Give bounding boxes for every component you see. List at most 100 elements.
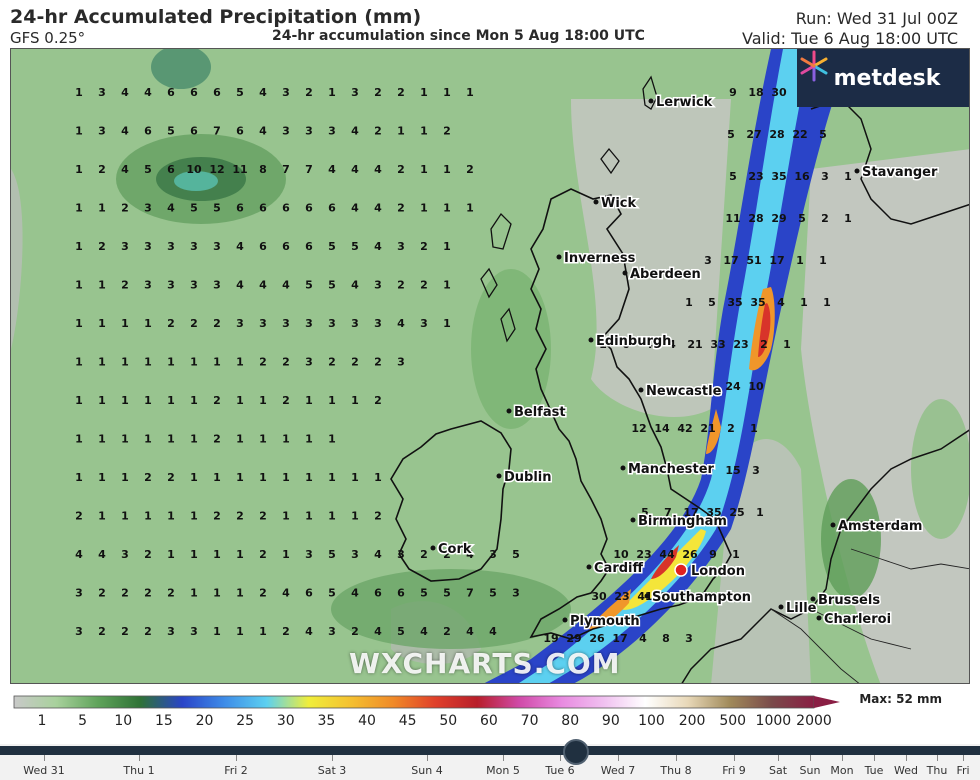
grid-value: 3 <box>167 240 175 253</box>
grid-value: 1 <box>328 471 336 484</box>
metdesk-logo[interactable]: metdesk <box>797 49 969 107</box>
grid-value: 4 <box>236 279 244 292</box>
legend-tick-label: 80 <box>561 713 580 729</box>
legend-tick-label: 40 <box>358 713 376 729</box>
time-slider-day-label[interactable]: Sat <box>768 764 788 777</box>
chart-title: 24-hr Accumulated Precipitation (mm) <box>10 6 422 28</box>
grid-value: 4 <box>305 625 313 638</box>
grid-value: 3 <box>213 279 221 292</box>
grid-value: 2 <box>98 587 106 600</box>
wet-patch-southwest <box>331 569 571 649</box>
time-slider-day-label[interactable]: Thu 8 <box>660 764 692 777</box>
grid-value: 2 <box>259 587 267 600</box>
grid-value: 3 <box>190 240 198 253</box>
city-marker-edinburgh <box>588 337 594 343</box>
time-slider-track[interactable] <box>0 739 980 765</box>
map-canvas <box>11 49 969 683</box>
grid-value: 3 <box>374 279 382 292</box>
grid-value: 2 <box>420 240 428 253</box>
grid-value: 4 <box>420 625 428 638</box>
band-value: 17 <box>769 254 784 267</box>
time-slider-day-label[interactable]: Wed 31 <box>23 764 65 777</box>
time-slider-day-label[interactable]: Fri 9 <box>722 764 746 777</box>
time-slider[interactable]: Wed 31 Thu 1 Fri 2 Sat 3 Sun 4 Mon 5 Tue 6 Wed … <box>0 739 980 780</box>
grid-value: 2 <box>213 433 221 446</box>
rain-max-southwest <box>589 589 631 630</box>
band-value: 19 <box>543 632 558 645</box>
country-borders <box>770 548 969 683</box>
city-marker-plymouth <box>562 617 568 623</box>
time-slider-tick <box>937 755 938 761</box>
city-label-newcastle: Newcastle <box>646 384 722 399</box>
time-slider-day-label[interactable]: Mon <box>830 764 854 777</box>
legend-tick-label: 1000 <box>755 713 792 729</box>
grid-value: 6 <box>167 163 175 176</box>
city-label-belfast: Belfast <box>514 405 566 420</box>
grid-value: 5 <box>144 163 152 176</box>
time-slider-day-label[interactable]: Sun 4 <box>411 764 443 777</box>
band-value: 1 <box>732 548 740 561</box>
time-slider-tick <box>676 755 677 761</box>
grid-value: 4 <box>167 202 175 215</box>
band-value: 4 <box>645 338 653 351</box>
band-value: 5 <box>641 506 649 519</box>
city-marker-inverness <box>556 254 562 260</box>
grid-value: 2 <box>397 163 405 176</box>
grid-value: 1 <box>98 356 106 369</box>
grid-value: 2 <box>213 510 221 523</box>
band-value: 14 <box>654 422 670 435</box>
time-slider-day-label[interactable]: Sat 3 <box>317 764 347 777</box>
time-slider-day-label[interactable]: Fri <box>956 764 970 777</box>
band-value: 27 <box>746 128 761 141</box>
grid-value: 1 <box>167 510 175 523</box>
grid-value: 1 <box>328 510 336 523</box>
time-slider-day-label[interactable]: Fri 2 <box>224 764 248 777</box>
time-slider-day-label[interactable]: Tue <box>864 764 884 777</box>
grid-value: 1 <box>190 394 198 407</box>
time-slider-day-label[interactable]: Mon 5 <box>486 764 520 777</box>
time-slider-handle[interactable] <box>563 739 589 765</box>
time-slider-day-label[interactable]: Sun <box>799 764 821 777</box>
grid-value: 3 <box>75 587 83 600</box>
grid-value: 1 <box>420 86 428 99</box>
city-marker-aberdeen <box>622 270 628 276</box>
band-value: 30 <box>771 86 787 99</box>
grid-value: 2 <box>75 510 83 523</box>
grid-value: 1 <box>236 548 244 561</box>
grid-value: 2 <box>374 125 382 138</box>
time-slider-day-label[interactable]: Wed 7 <box>600 764 636 777</box>
grid-value: 3 <box>98 125 106 138</box>
time-slider-day-label[interactable]: Wed <box>894 764 918 777</box>
metdesk-logo-text: metdesk <box>833 65 941 91</box>
grid-value: 4 <box>282 587 290 600</box>
band-value: 5 <box>708 296 716 309</box>
band-value: 1 <box>844 212 852 225</box>
grid-value: 2 <box>397 202 405 215</box>
band-value: 9 <box>709 548 717 561</box>
coastline-northern-isles <box>600 75 658 175</box>
grid-value: 1 <box>98 279 106 292</box>
grid-value: 2 <box>98 625 106 638</box>
city-marker-brussels <box>810 596 816 602</box>
grid-value: 1 <box>98 433 106 446</box>
legend-tick-label: 500 <box>719 713 747 729</box>
band-value: 22 <box>792 128 807 141</box>
grid-value: 3 <box>351 86 359 99</box>
grid-value: 1 <box>75 125 83 138</box>
grid-value: 3 <box>397 356 405 369</box>
band-value: 44 <box>659 548 675 561</box>
grid-value: 1 <box>259 433 267 446</box>
time-slider-day-label[interactable]: Thu <box>926 764 948 777</box>
time-slider-day-label[interactable]: Tue 6 <box>545 764 575 777</box>
grid-value: 4 <box>282 279 290 292</box>
grid-value: 3 <box>167 625 175 638</box>
time-slider-day-label[interactable]: Thu 1 <box>123 764 155 777</box>
city-label-brussels: Brussels <box>818 593 880 608</box>
time-slider-tick <box>618 755 619 761</box>
grid-value: 2 <box>443 548 451 561</box>
band-value: 1 <box>599 338 607 351</box>
band-value: 6 <box>622 338 630 351</box>
grid-value: 1 <box>75 356 83 369</box>
grid-value: 2 <box>167 471 175 484</box>
